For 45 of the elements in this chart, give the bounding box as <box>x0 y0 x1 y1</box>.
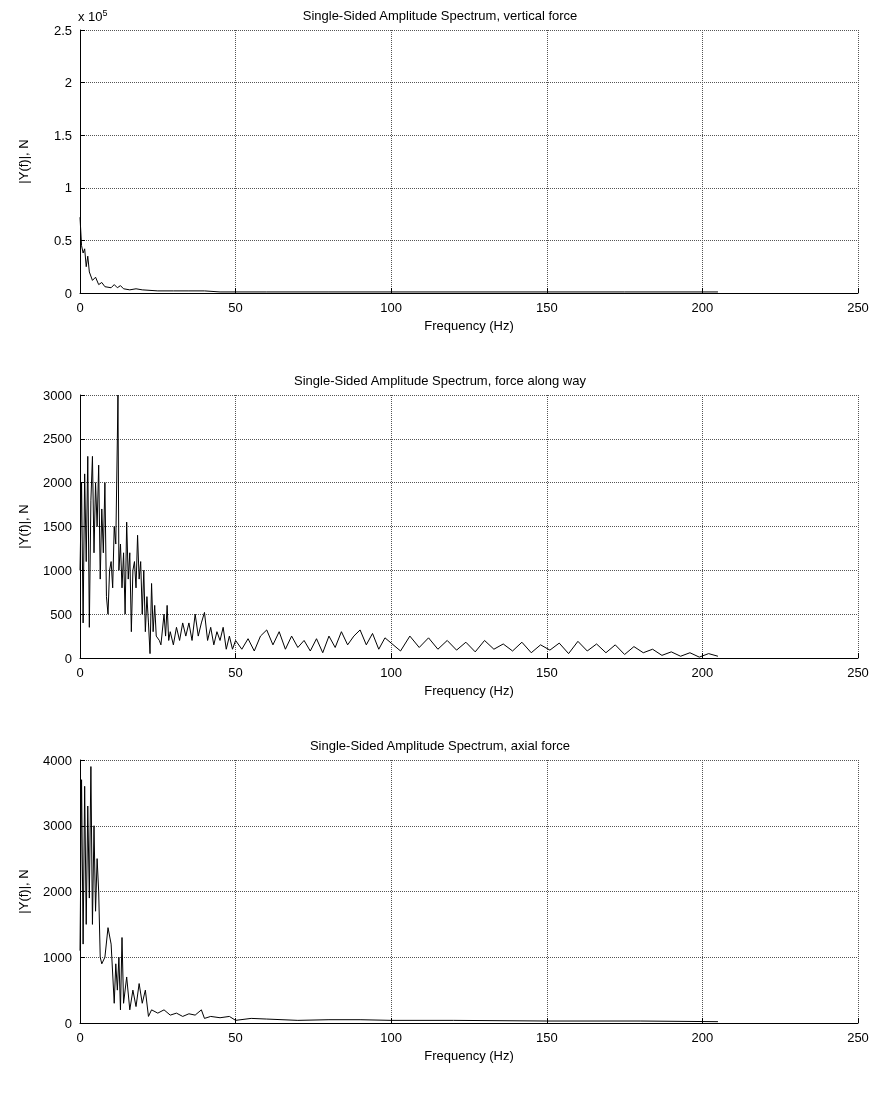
x-tick-label: 0 <box>76 300 84 315</box>
x-tick-label: 100 <box>380 1030 403 1045</box>
chart-title: Single-Sided Amplitude Spectrum, axial force <box>309 738 571 753</box>
y-tick-label: 1.5 <box>53 127 72 143</box>
y-tick-label: 1000 <box>43 562 72 578</box>
y-tick-label: 0.5 <box>53 232 72 248</box>
y-tick-label: 3000 <box>43 387 72 403</box>
y-tick-label: 1 <box>64 180 72 196</box>
y-tick-label: 500 <box>50 606 72 622</box>
x-tick-label: 250 <box>847 665 869 680</box>
y-tick-label: 2000 <box>43 884 72 899</box>
x-tick-label: 0 <box>76 1030 84 1045</box>
y-tick-label: 2500 <box>43 431 72 447</box>
x-tick-label: 250 <box>847 1030 869 1045</box>
y-tick-label: 1500 <box>43 519 72 534</box>
x-tick-label: 50 <box>228 1030 243 1045</box>
y-tick-label: 4000 <box>43 752 72 768</box>
x-tick-label: 100 <box>380 300 403 315</box>
y-tick-label: 0 <box>64 1015 72 1031</box>
x-tick-label: 150 <box>535 300 558 315</box>
x-tick-label: 200 <box>691 1030 714 1045</box>
x-tick-label: 50 <box>228 665 243 680</box>
x-axis-title: Frequency (Hz) <box>424 318 514 333</box>
x-axis-title: Frequency (Hz) <box>424 1048 514 1063</box>
chart-title: Single-Sided Amplitude Spectrum, force along way <box>294 373 587 388</box>
x-tick-label: 150 <box>535 1030 558 1045</box>
x-axis-title: Frequency (Hz) <box>424 683 514 698</box>
y-axis-title: |Y(f)|, N <box>16 139 31 184</box>
y-axis-title: |Y(f)|, N <box>16 504 31 549</box>
y-tick-label: 2 <box>64 75 72 91</box>
y-tick-label: 2000 <box>43 475 72 491</box>
y-axis-title: |Y(f)|, N <box>16 869 31 914</box>
x-tick-label: 200 <box>691 665 714 680</box>
y-tick-label: 0 <box>64 285 72 301</box>
y-tick-label: 1000 <box>43 949 72 965</box>
y-tick-label: 0 <box>64 650 72 666</box>
x-tick-label: 200 <box>691 300 714 315</box>
x-tick-label: 0 <box>76 665 84 680</box>
x-tick-label: 100 <box>380 665 403 680</box>
chart-title: Single-Sided Amplitude Spectrum, vertical force <box>302 8 578 23</box>
x-tick-label: 150 <box>535 665 558 680</box>
x-tick-label: 50 <box>228 300 243 315</box>
x-tick-label: 250 <box>847 300 869 315</box>
y-tick-label: 3000 <box>43 818 72 834</box>
y-tick-label: 2.5 <box>53 22 72 38</box>
